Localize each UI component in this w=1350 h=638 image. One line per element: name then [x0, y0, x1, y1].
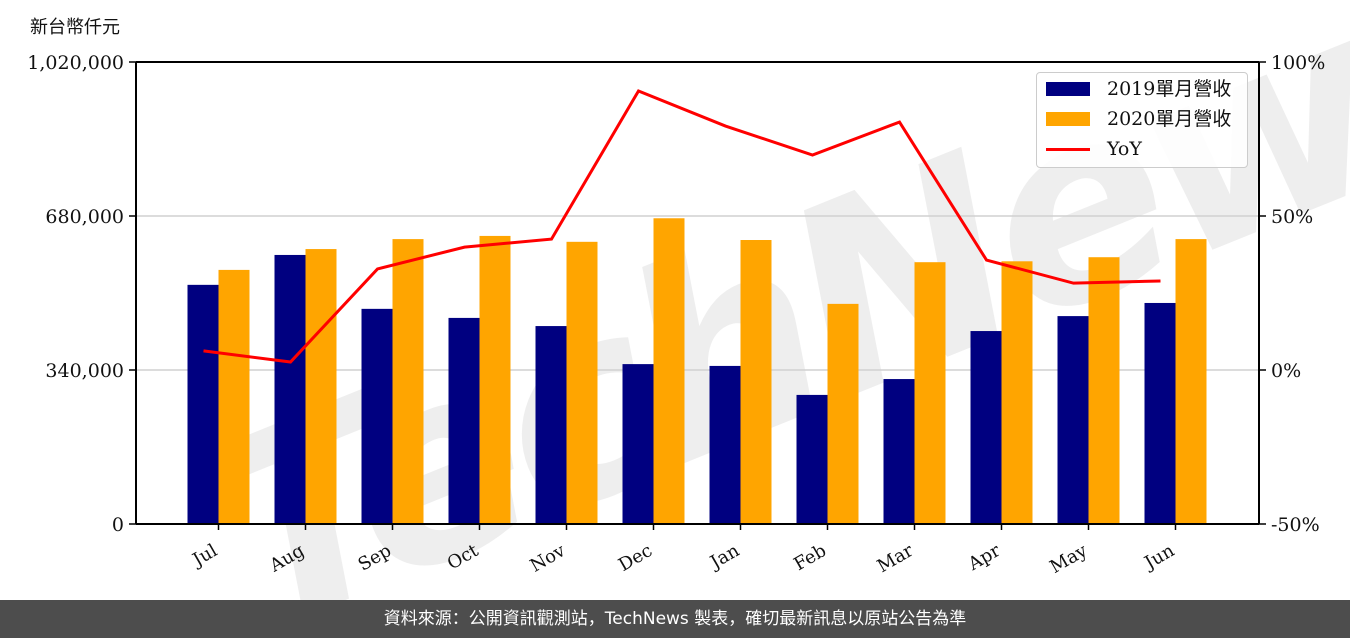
bar-2019-nov — [535, 326, 567, 524]
x-tick-label-jan: Jan — [705, 540, 743, 574]
right-axis-ticks: -50% 0% 50% 100% — [1259, 52, 1325, 536]
bar-2020-jul — [218, 269, 250, 524]
bar-2019-apr — [970, 331, 1002, 524]
bar-2020-apr — [1001, 261, 1033, 524]
left-axis-ticks: 0 340,000 680,000 1,020,000 — [27, 52, 136, 536]
right-tick-label: -50% — [1271, 514, 1320, 536]
bar-2019-jan — [709, 365, 741, 524]
bar-2020-dec — [653, 218, 685, 524]
x-tick-label-mar: Mar — [874, 540, 918, 577]
right-tick-label: 100% — [1271, 52, 1325, 74]
right-tick-label: 50% — [1271, 206, 1313, 228]
bar-2019-mar — [883, 379, 915, 524]
legend-line-yoy-icon — [1046, 148, 1090, 151]
legend-label-2019: 2019單月營收 — [1107, 78, 1232, 100]
bar-2019-jun — [1144, 302, 1176, 524]
bar-series — [187, 218, 1207, 525]
legend-swatch-2020-icon — [1046, 112, 1090, 126]
bar-2020-oct — [479, 235, 511, 524]
bar-2020-may — [1088, 257, 1120, 524]
legend-label-yoy: YoY — [1107, 138, 1142, 160]
bar-2019-dec — [622, 364, 654, 524]
bar-2019-may — [1057, 316, 1089, 524]
yoy-line-series — [203, 89, 1161, 364]
bar-2020-aug — [305, 249, 337, 525]
axes — [135, 61, 1260, 525]
left-tick-label: 1,020,000 — [27, 52, 124, 74]
bar-2020-sep — [392, 239, 424, 524]
x-tick-label-feb: Feb — [790, 540, 830, 575]
bar-2019-sep — [361, 308, 393, 524]
bar-2019-oct — [448, 317, 480, 524]
left-tick-label: 0 — [112, 514, 124, 536]
bar-2020-feb — [827, 303, 859, 524]
bar-2019-feb — [796, 394, 828, 524]
left-tick-label: 680,000 — [45, 206, 124, 228]
bar-2020-jan — [740, 240, 772, 524]
x-tick-label-jul: Jul — [187, 540, 221, 572]
bar-2020-mar — [914, 262, 946, 524]
bar-2020-nov — [566, 241, 598, 525]
y-axis-unit-label: 新台幣仟元 — [30, 17, 120, 38]
source-footer: 資料來源：公開資訊觀測站，TechNews 製表，確切最新訊息以原站公告為準 — [0, 600, 1350, 638]
legend-item-2019: 2019單月營收 — [1037, 77, 1247, 101]
bar-2019-jul — [187, 284, 219, 524]
legend-swatch-2019-icon — [1046, 82, 1090, 96]
bar-2019-aug — [274, 254, 306, 524]
bar-2020-jun — [1175, 239, 1207, 524]
legend-item-yoy: YoY — [1037, 137, 1247, 161]
yoy-polyline — [203, 89, 1161, 364]
right-tick-label: 0% — [1271, 360, 1301, 382]
x-tick-label-apr: Apr — [964, 540, 1004, 575]
legend-item-2020: 2020單月營收 — [1037, 107, 1247, 131]
x-tick-label-may: May — [1046, 540, 1091, 578]
legend: 2019單月營收 2020單月營收 YoY — [1036, 72, 1248, 168]
x-tick-label-jun: Jun — [1139, 540, 1178, 575]
left-tick-label: 340,000 — [45, 360, 124, 382]
legend-label-2020: 2020單月營收 — [1107, 108, 1232, 130]
